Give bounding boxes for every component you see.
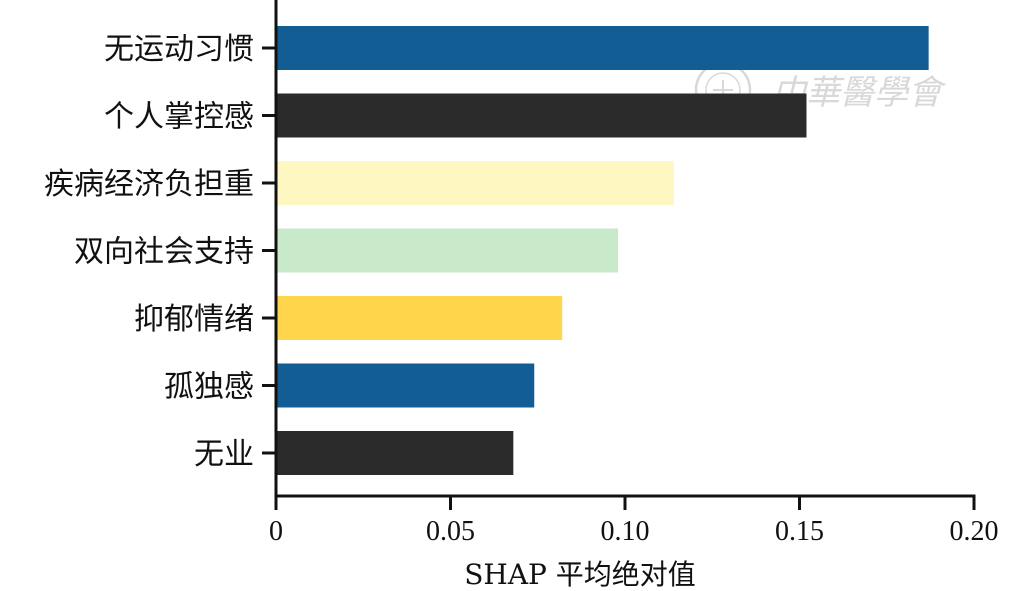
x-tick-label: 0 (269, 516, 283, 547)
bar-5 (276, 296, 563, 340)
category-label: 抑郁情绪 (134, 302, 254, 337)
bar-4 (276, 228, 619, 273)
bar-7 (276, 431, 514, 475)
bar-1 (276, 26, 929, 70)
bar-3 (276, 161, 674, 205)
x-tick-label: 0.10 (601, 516, 650, 547)
bar-2 (276, 93, 807, 138)
category-label: 个人掌控感 (104, 100, 254, 135)
category-label: 无业 (194, 437, 254, 472)
x-tick-label: 0.05 (426, 516, 475, 547)
x-axis-title: SHAP 平均绝对值 (464, 558, 696, 591)
category-label: 无运动习惯 (104, 32, 254, 67)
category-label: 双向社会支持 (74, 235, 254, 270)
x-tick-label: 0.20 (950, 516, 999, 547)
bar-6 (276, 363, 535, 408)
x-tick-label: 0.15 (775, 516, 824, 547)
category-label: 疾病经济负担重 (44, 167, 254, 202)
category-label: 孤独感 (164, 370, 254, 405)
